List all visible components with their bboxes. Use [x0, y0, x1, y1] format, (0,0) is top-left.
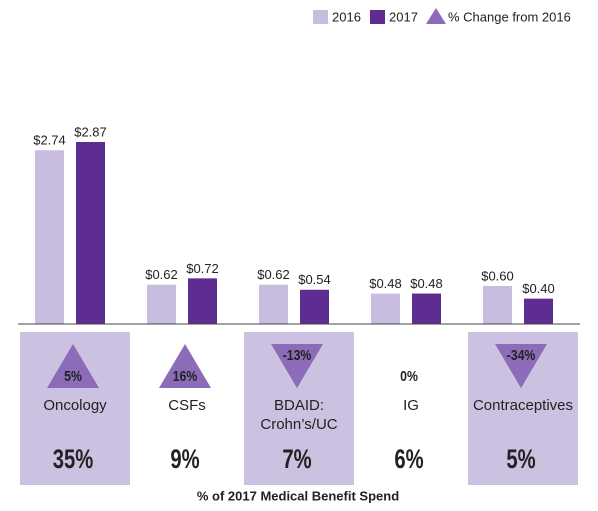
change-label: 5% [64, 368, 82, 384]
share-label: 35% [53, 444, 94, 475]
value-label: $0.48 [369, 276, 402, 291]
value-label: $0.48 [410, 276, 443, 291]
change-label: 0% [400, 368, 418, 384]
legend-label: % Change from 2016 [448, 9, 571, 24]
category-label: Oncology [43, 397, 107, 414]
change-triangle [495, 344, 547, 388]
change-triangle [159, 344, 211, 388]
change-label: -13% [283, 347, 312, 363]
bar [147, 284, 176, 324]
legend-swatch [370, 10, 385, 24]
change-triangle [271, 344, 323, 388]
share-label: 7% [282, 444, 311, 475]
value-label: $2.74 [33, 133, 66, 148]
legend-label: 2017 [389, 9, 418, 24]
change-label: -34% [507, 347, 536, 363]
category-label-box: CSFs [168, 397, 206, 414]
share-label: 9% [170, 444, 199, 475]
value-label: $0.72 [186, 261, 219, 276]
category-label-box: IG [403, 397, 419, 414]
bar [188, 278, 217, 324]
value-label: $0.60 [481, 268, 514, 283]
bar [371, 293, 400, 324]
bar [76, 142, 105, 324]
change-triangle [47, 344, 99, 388]
legend-label: 2016 [332, 9, 361, 24]
bar [259, 284, 288, 324]
share-label: 5% [506, 444, 535, 475]
category-label-box: Oncology [43, 397, 107, 414]
category-label: CSFs [168, 397, 206, 414]
category-label: Contraceptives [472, 397, 574, 414]
bar [524, 298, 553, 324]
chart-title: % of 2017 Medical Benefit Spend [197, 488, 399, 503]
category-label: BDAID: Crohn’s/UC [260, 397, 338, 433]
legend-swatch [313, 10, 328, 24]
bar [35, 150, 64, 324]
share-label: 6% [394, 444, 423, 475]
change-label: 16% [173, 368, 198, 384]
category-label-box: BDAID: Crohn’s/UC [260, 397, 338, 433]
bar [412, 293, 441, 324]
value-label: $0.54 [298, 272, 331, 287]
category-label: IG [403, 397, 419, 414]
bar [300, 289, 329, 324]
value-label: $2.87 [74, 124, 107, 139]
bar [483, 285, 512, 324]
value-label: $0.40 [522, 281, 555, 296]
value-label: $0.62 [145, 267, 178, 282]
category-label-box: Contraceptives [472, 397, 574, 414]
value-label: $0.62 [257, 267, 290, 282]
legend-swatch [426, 8, 446, 24]
